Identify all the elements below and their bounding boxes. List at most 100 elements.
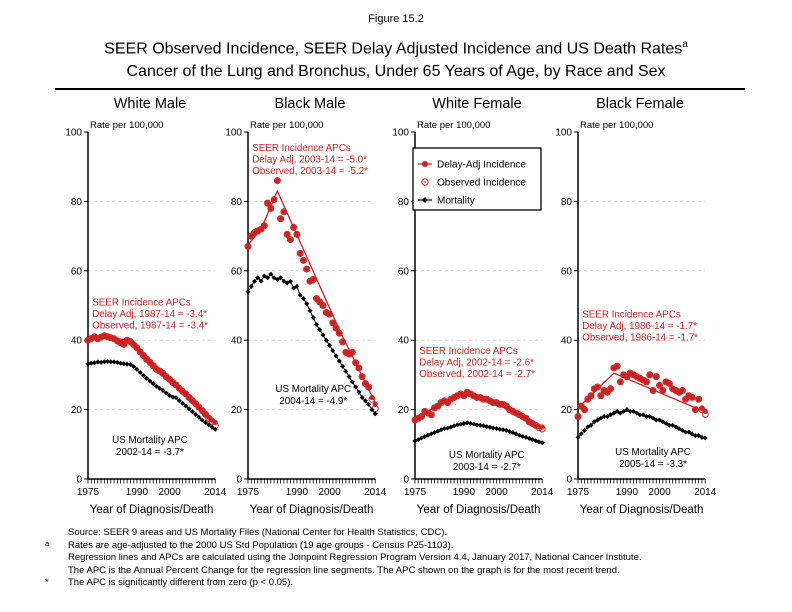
legend-item-label: Delay-Adj Incidence: [437, 160, 526, 171]
footnote-marker: [45, 552, 68, 565]
title-divider-rule: [55, 88, 745, 90]
delay-adj-incidence-marker: [617, 379, 623, 385]
y-tick-label: 80: [71, 197, 83, 208]
mortality-marker: [320, 332, 326, 338]
delay-adj-incidence-marker: [304, 266, 310, 272]
delay-adj-incidence-marker: [604, 389, 610, 395]
observed-incidence-marker: [652, 373, 660, 381]
mortality-marker: [422, 197, 428, 203]
mortality-marker: [313, 322, 319, 328]
y-tick-label: 80: [561, 197, 573, 208]
delay-adj-incidence-marker: [193, 401, 199, 407]
observed-incidence-marker: [299, 256, 307, 264]
delay-adj-incidence-marker: [258, 226, 264, 232]
y-tick-label: 60: [398, 266, 410, 277]
x-axis-title: Year of Diagnosis/Death: [90, 504, 214, 516]
observed-incidence-marker: [695, 395, 703, 403]
mortality-marker: [88, 360, 94, 366]
mortality-marker: [500, 427, 506, 433]
delay-adj-incidence-marker: [653, 374, 659, 380]
mortality-marker: [98, 359, 104, 365]
delay-adj-incidence-marker: [679, 387, 685, 394]
mortality-marker: [461, 420, 467, 426]
mortality-marker: [153, 383, 159, 389]
delay-adj-incidence-marker: [202, 411, 209, 417]
observed-incidence-marker: [244, 243, 252, 251]
mortality-apc-annotation: 2005-14 = -3.3*: [619, 459, 687, 470]
delay-adj-incidence-marker: [199, 408, 205, 414]
delay-adj-incidence-marker: [264, 200, 271, 206]
mortality-marker: [287, 278, 293, 284]
mortality-marker: [317, 327, 323, 333]
mortality-marker: [494, 426, 500, 432]
mortality-marker: [137, 369, 143, 375]
mortality-marker: [441, 426, 447, 432]
mortality-marker: [274, 276, 280, 282]
mortality-marker: [637, 412, 643, 418]
x-tick-label: 1990: [453, 487, 476, 498]
x-axis-title: Year of Diagnosis/Death: [580, 504, 704, 516]
delay-adj-incidence-marker: [643, 379, 650, 385]
delay-adj-incidence-marker: [173, 382, 179, 388]
mortality-marker: [180, 400, 186, 406]
y-tick-label: 40: [71, 336, 83, 347]
incidence-apc-annotation: SEER Incidence APCs: [92, 298, 191, 309]
mortality-marker: [127, 361, 133, 367]
mortality-marker: [640, 412, 646, 418]
y-tick-label: 0: [566, 475, 572, 486]
mortality-marker: [300, 296, 306, 302]
delay-adj-incidence-marker: [369, 394, 375, 401]
panel-white-male: White Male 0 20 40 60 80 100 1975 1990 2000 2014 Ra…: [58, 96, 228, 523]
observed-incidence-marker: [352, 359, 360, 367]
delay-adj-incidence-marker: [523, 415, 529, 421]
mortality-marker: [340, 363, 346, 369]
legend-item-label: Mortality: [437, 196, 475, 207]
mortality-marker: [484, 424, 490, 430]
chart-black-male: 0 20 40 60 80 100 1975 1990 2000 2014 Rate per 100…: [225, 120, 387, 516]
panel-title-black-male: Black Male: [274, 96, 346, 112]
mortality-marker: [121, 361, 127, 367]
observed-incidence-marker: [293, 230, 301, 238]
delay-adj-incidence-marker: [140, 352, 147, 359]
mortality-marker: [372, 411, 378, 417]
delay-adj-incidence-marker: [313, 295, 320, 302]
delay-adj-incidence-marker: [166, 376, 173, 383]
observed-incidence-marker: [296, 249, 304, 257]
mortality-marker: [673, 424, 679, 430]
y-tick-label: 100: [225, 128, 242, 139]
mortality-apc-annotation: US Mortality APC: [449, 450, 525, 461]
footnote-row: a Rates are age-adjusted to the 2000 US S…: [45, 539, 785, 553]
footnote-text: Rates are age-adjusted to the 2000 US St…: [68, 539, 454, 551]
mortality-marker: [134, 366, 140, 372]
mortality-marker: [330, 348, 336, 354]
delay-adj-incidence-marker: [362, 380, 369, 387]
observed-incidence-marker: [358, 373, 366, 381]
mortality-marker: [173, 395, 179, 401]
chart-white-female: 0 20 40 60 80 100 1975 1990 2000 2014 Rate per 100…: [392, 120, 553, 516]
panel-black-male: Black Male 0 20 40 60 80 100 1975 1990 2000 2014 Ra…: [218, 96, 388, 523]
x-tick-label: 2000: [485, 487, 508, 498]
delay-adj-incidence-marker: [121, 341, 127, 347]
mortality-marker: [487, 424, 493, 430]
y-tick-label: 80: [231, 197, 243, 208]
mortality-marker: [467, 420, 473, 426]
delay-adj-incidence-marker: [699, 405, 705, 411]
mortality-marker: [454, 422, 460, 428]
observed-incidence-marker: [273, 177, 281, 185]
y-tick-label: 100: [555, 128, 572, 139]
mortality-marker: [490, 425, 496, 431]
mortality-marker: [343, 368, 349, 374]
x-tick-label: 1975: [567, 487, 590, 498]
delay-adj-incidence-marker: [320, 302, 326, 309]
y-tick-label: 20: [71, 405, 83, 416]
delay-adj-incidence-marker: [278, 216, 284, 222]
delay-adj-incidence-marker: [186, 394, 192, 401]
y-tick-label: 100: [392, 128, 409, 139]
incidence-apc-annotation: SEER Incidence APCs: [419, 346, 518, 357]
x-tick-label: 2014: [364, 487, 387, 498]
observed-incidence-marker: [277, 215, 285, 223]
delay-adj-incidence-marker: [539, 424, 545, 430]
mortality-marker: [575, 434, 581, 440]
x-tick-label: 2000: [158, 487, 181, 498]
delay-adj-incidence-marker: [656, 382, 663, 388]
